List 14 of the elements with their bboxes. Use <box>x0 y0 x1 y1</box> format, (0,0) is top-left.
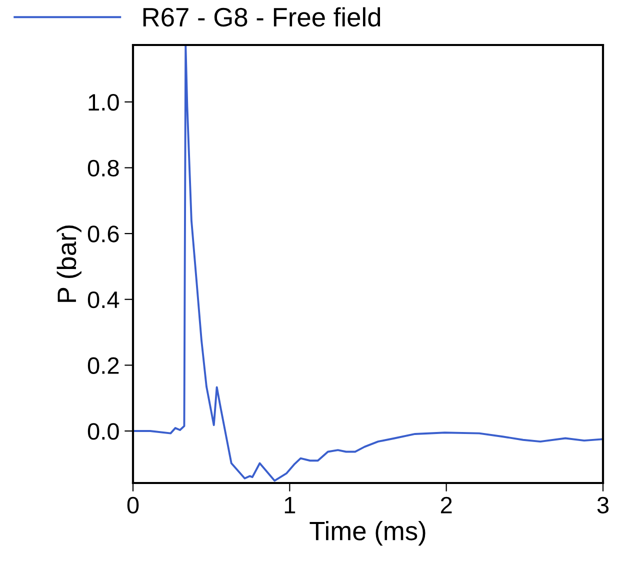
legend-label: R67 - G8 - Free field <box>143 7 380 27</box>
line-series <box>134 45 602 482</box>
x-tick-label: 2 <box>440 496 452 514</box>
y-tick-label: 0.2 <box>88 357 119 374</box>
y-axis-title: P (bar) <box>56 226 82 302</box>
y-tick-label: 0.6 <box>88 226 119 242</box>
x-tick-label: 3 <box>597 496 609 514</box>
x-axis-title: Time (ms) <box>310 520 426 546</box>
x-tick-label: 0 <box>127 496 139 514</box>
y-tick-label: 0.0 <box>88 423 119 440</box>
y-tick-label: 0.8 <box>88 160 119 177</box>
y-tick-label: 1.0 <box>88 94 119 111</box>
y-tick-label: 0.4 <box>88 291 120 308</box>
x-tick-label: 1 <box>284 497 296 514</box>
